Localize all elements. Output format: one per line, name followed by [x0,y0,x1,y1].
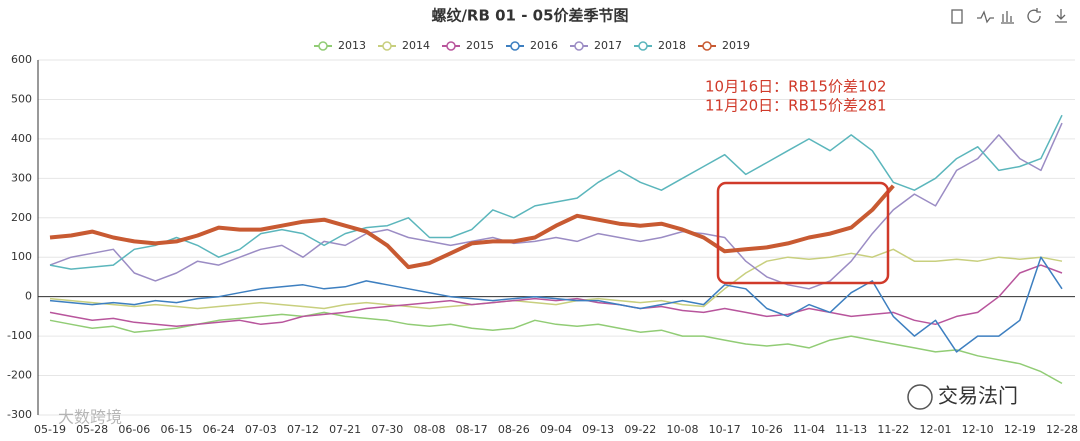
toolbar[interactable] [951,8,1067,24]
y-tick-label: 400 [11,132,32,145]
x-tick-label: 06-24 [203,423,235,436]
watermark: 大数跨境 [58,408,122,427]
y-tick-label: 300 [11,171,32,184]
y-tick-label: -100 [7,329,32,342]
annotation: 10月16日：RB15价差102 [705,78,887,96]
watermark: 交易法门 [938,384,1018,408]
series-line [49,114,1063,270]
legend-label: 2016 [530,39,558,52]
y-tick-label: 600 [11,53,32,66]
y-tick-label: 0 [25,290,32,303]
y-tick-label: 100 [11,250,32,263]
x-tick-label: 11-22 [877,423,909,436]
legend-label: 2013 [338,39,366,52]
series-line [49,122,1063,290]
x-tick-label: 10-08 [667,423,699,436]
legend-swatch [318,41,328,51]
series-line [49,248,1063,310]
legend-swatch [702,41,712,51]
x-tick-label: 07-12 [287,423,319,436]
legend-swatch [574,41,584,51]
watermark-icon [907,384,933,410]
legend-swatch [638,41,648,51]
tool-icon[interactable] [1001,11,1014,24]
x-tick-label: 08-17 [456,423,488,436]
chart-title: 螺纹/RB 01 - 05价差季节图 [431,7,628,25]
tool-icon[interactable] [1027,8,1041,23]
x-tick-label: 05-28 [76,423,108,436]
y-tick-label: 500 [11,92,32,105]
legend-label: 2017 [594,39,622,52]
annotation: 11月20日：RB15价差281 [705,97,887,115]
x-tick-label: 11-13 [835,423,867,436]
tool-icon[interactable] [977,10,994,24]
x-tick-label: 12-01 [920,423,952,436]
y-tick-label: 200 [11,211,32,224]
x-tick-label: 06-06 [118,423,150,436]
series-line [49,264,1063,328]
x-tick-label: 07-21 [329,423,361,436]
x-tick-label: 08-08 [414,423,446,436]
series-line [49,184,895,270]
legend-label: 2014 [402,39,430,52]
legend-label: 2015 [466,39,494,52]
x-tick-label: 12-10 [962,423,994,436]
legend-label: 2018 [658,39,686,52]
x-tick-label: 10-17 [709,423,741,436]
y-tick-label: -300 [7,408,32,421]
legend-swatch [446,41,456,51]
x-tick-label: 05-19 [34,423,66,436]
series-line [49,256,1063,353]
x-tick-label: 07-30 [371,423,403,436]
tool-icon[interactable] [951,9,963,24]
x-tick-label: 09-04 [540,423,572,436]
legend-swatch [510,41,520,51]
x-tick-label: 07-03 [245,423,277,436]
highlight-box [716,181,890,285]
legend-label: 2019 [722,39,750,52]
series-line [49,311,1063,385]
x-tick-label: 06-15 [161,423,193,436]
x-tick-label: 11-04 [793,423,825,436]
y-tick-label: -200 [7,369,32,382]
x-tick-label: 09-22 [624,423,656,436]
x-tick-label: 08-26 [498,423,530,436]
x-tick-label: 12-28 [1046,423,1078,436]
x-tick-label: 10-26 [751,423,783,436]
x-tick-label: 12-19 [1004,423,1036,436]
legend-swatch [382,41,392,51]
tool-icon[interactable] [1055,9,1067,23]
x-tick-label: 09-13 [582,423,614,436]
